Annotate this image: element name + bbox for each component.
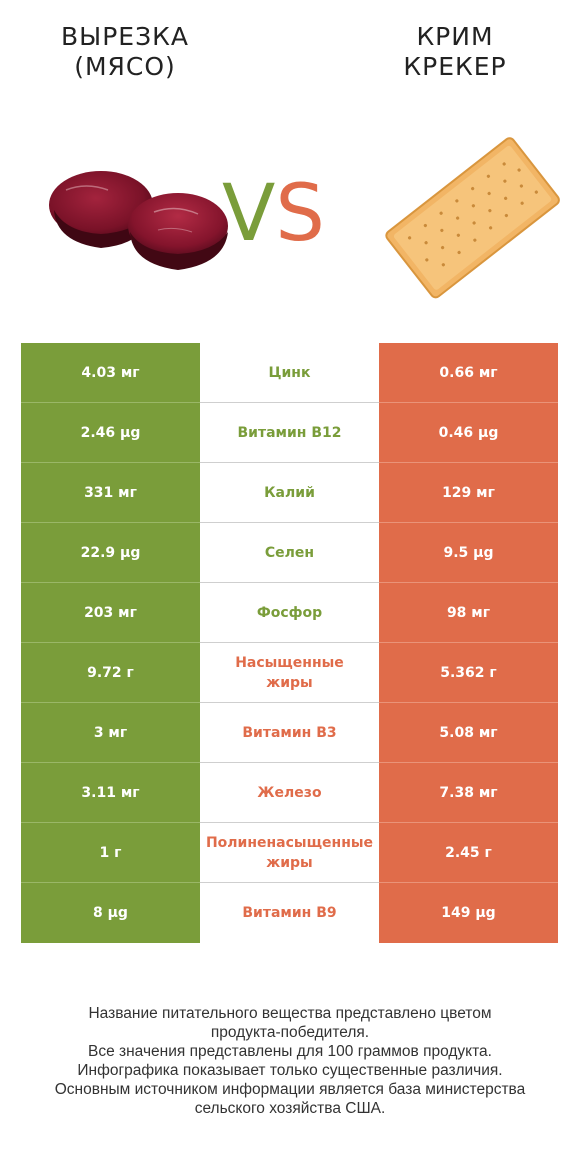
right-value: 9.5 µg (379, 522, 558, 583)
nutrient-name: Витамин B3 (200, 702, 379, 763)
footer-line: Название питательного вещества представл… (88, 1005, 492, 1022)
nutrient-row: 4.03 мг Цинк 0.66 мг (21, 343, 558, 403)
left-value: 203 мг (21, 582, 200, 643)
right-value: 2.45 г (379, 822, 558, 883)
nutrient-row: 3 мг Витамин B3 5.08 мг (21, 702, 558, 763)
right-value: 129 мг (379, 462, 558, 523)
right-value: 0.66 мг (379, 343, 558, 403)
right-value: 5.362 г (379, 642, 558, 703)
left-food-title: ВЫРЕЗКА (МЯСО) (61, 22, 189, 81)
left-value: 22.9 µg (21, 522, 200, 583)
nutrient-row: 22.9 µg Селен 9.5 µg (21, 522, 558, 583)
nutrient-row: 203 мг Фосфор 98 мг (21, 582, 558, 643)
nutrient-name: Полиненасыщенные жиры (200, 822, 379, 883)
right-value: 98 мг (379, 582, 558, 643)
versus-label: VS (222, 169, 325, 259)
left-value: 1 г (21, 822, 200, 883)
left-value: 3.11 мг (21, 762, 200, 823)
cracker-image (385, 137, 560, 299)
right-value: 5.08 мг (379, 702, 558, 763)
nutrient-name: Селен (200, 522, 379, 583)
nutrient-row: 331 мг Калий 129 мг (21, 462, 558, 523)
nutrient-name: Железо (200, 762, 379, 823)
nutrient-name: Витамин B9 (200, 882, 379, 943)
left-value: 4.03 мг (21, 343, 200, 403)
comparison-table: 4.03 мг Цинк 0.66 мг 2.46 µg Витамин B12 0.46… (21, 343, 558, 943)
nutrient-name: Цинк (200, 343, 379, 403)
footer-line: Основным источником информации является … (54, 1081, 526, 1098)
left-value: 8 µg (21, 882, 200, 943)
nutrient-name: Витамин B12 (200, 402, 379, 463)
nutrient-name: Фосфор (200, 582, 379, 643)
right-value: 0.46 µg (379, 402, 558, 463)
left-value: 3 мг (21, 702, 200, 763)
nutrient-row: 8 µg Витамин B9 149 µg (21, 882, 558, 943)
nutrient-name: Калий (200, 462, 379, 523)
right-food-title: КРИМ КРЕКЕР (403, 22, 507, 81)
right-value: 7.38 мг (379, 762, 558, 823)
nutrient-row: 3.11 мг Железо 7.38 мг (21, 762, 558, 823)
footer-line: продукта-победителя. (210, 1024, 370, 1041)
footer-line: Инфографика показывает только существенн… (77, 1062, 503, 1079)
nutrient-row: 1 г Полиненасыщенные жиры 2.45 г (21, 822, 558, 883)
meat-image (49, 171, 228, 270)
footer-line: сельского хозяйства США. (194, 1100, 386, 1117)
right-value: 149 µg (379, 882, 558, 943)
left-value: 2.46 µg (21, 402, 200, 463)
left-value: 9.72 г (21, 642, 200, 703)
footer-note: Название питательного вещества представл… (20, 1004, 560, 1118)
nutrient-row: 9.72 г Насыщенные жиры 5.362 г (21, 642, 558, 703)
left-value: 331 мг (21, 462, 200, 523)
nutrient-name: Насыщенные жиры (200, 642, 379, 703)
nutrient-row: 2.46 µg Витамин B12 0.46 µg (21, 402, 558, 463)
footer-line: Все значения представлены для 100 граммо… (88, 1043, 492, 1060)
